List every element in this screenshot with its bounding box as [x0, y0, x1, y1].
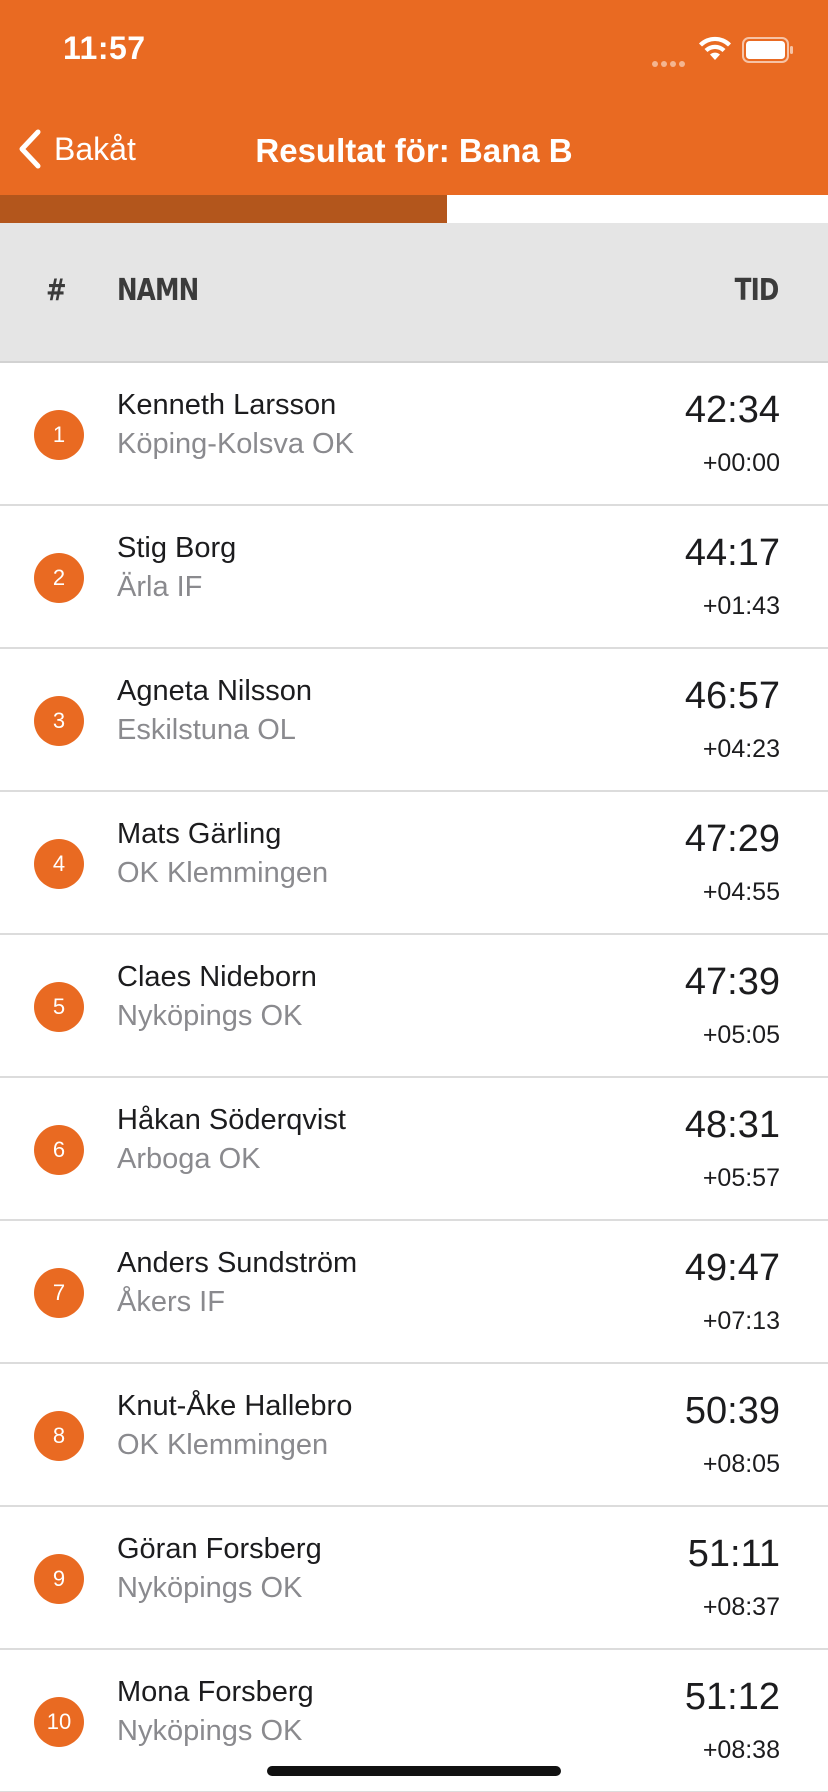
results-list: 1 Kenneth Larsson Köping-Kolsva OK 42:34…	[0, 363, 828, 1792]
table-row[interactable]: 7 Anders Sundström Åkers IF 49:47 +07:13	[0, 1221, 828, 1364]
club-name: OK Klemmingen	[117, 857, 329, 889]
time-behind: +08:37	[702, 1593, 780, 1621]
table-row[interactable]: 1 Kenneth Larsson Köping-Kolsva OK 42:34…	[0, 363, 828, 506]
result-time: 49:47	[684, 1247, 780, 1289]
time-behind: +04:23	[702, 735, 780, 763]
time-behind: +05:05	[702, 1021, 780, 1049]
runner-name: Mona Forsberg	[117, 1676, 314, 1708]
nav-area	[0, 0, 828, 195]
progress-fill	[0, 195, 447, 223]
time-behind: +07:13	[702, 1307, 780, 1335]
runner-name: Anders Sundström	[117, 1247, 358, 1279]
signal-icon	[652, 54, 692, 67]
runner-name: Kenneth Larsson	[117, 389, 337, 421]
table-row[interactable]: 6 Håkan Söderqvist Arboga OK 48:31 +05:5…	[0, 1078, 828, 1221]
status-bar: 11:57	[0, 0, 828, 100]
result-time: 46:57	[684, 675, 780, 717]
rank-badge: 4	[34, 839, 84, 889]
battery-icon	[742, 37, 793, 63]
back-button[interactable]: Bakåt	[14, 124, 136, 174]
result-time: 42:34	[684, 389, 780, 431]
table-row[interactable]: 5 Claes Nideborn Nyköpings OK 47:39 +05:…	[0, 935, 828, 1078]
time-behind: +05:57	[702, 1164, 780, 1192]
back-label: Bakåt	[54, 130, 136, 167]
home-indicator[interactable]	[267, 1766, 561, 1776]
rank-badge: 8	[34, 1411, 84, 1461]
rank-badge: 7	[34, 1268, 84, 1318]
navigation-bar: Bakåt Resultat för: Bana B	[0, 100, 828, 196]
table-row[interactable]: 9 Göran Forsberg Nyköpings OK 51:11 +08:…	[0, 1507, 828, 1650]
time-behind: +04:55	[702, 878, 780, 906]
column-header-time: TID	[735, 273, 780, 308]
club-name: Åkers IF	[117, 1286, 225, 1318]
runner-name: Agneta Nilsson	[117, 675, 313, 707]
result-time: 51:11	[687, 1533, 780, 1575]
rank-badge: 6	[34, 1125, 84, 1175]
runner-name: Håkan Söderqvist	[117, 1104, 346, 1136]
club-name: Nyköpings OK	[117, 1572, 303, 1604]
time-behind: +01:43	[702, 592, 780, 620]
wifi-icon	[699, 36, 731, 60]
runner-name: Göran Forsberg	[117, 1533, 322, 1565]
rank-badge: 5	[34, 982, 84, 1032]
result-time: 51:12	[684, 1676, 780, 1718]
rank-badge: 1	[34, 410, 84, 460]
runner-name: Knut-Åke Hallebro	[117, 1390, 353, 1422]
status-time: 11:57	[63, 30, 146, 66]
runner-name: Stig Borg	[117, 532, 237, 564]
time-behind: +08:05	[702, 1450, 780, 1478]
club-name: Köping-Kolsva OK	[117, 428, 354, 460]
club-name: OK Klemmingen	[117, 1429, 329, 1461]
runner-name: Mats Gärling	[117, 818, 282, 850]
column-header-name: NAMN	[117, 273, 199, 308]
result-time: 44:17	[684, 532, 780, 574]
table-header: # NAMN TID	[0, 223, 828, 363]
result-time: 47:39	[684, 961, 780, 1003]
rank-badge: 3	[34, 696, 84, 746]
table-row[interactable]: 3 Agneta Nilsson Eskilstuna OL 46:57 +04…	[0, 649, 828, 792]
result-time: 48:31	[684, 1104, 780, 1146]
club-name: Nyköpings OK	[117, 1715, 303, 1747]
runner-name: Claes Nideborn	[117, 961, 317, 993]
page-title-text: Resultat för: Bana B	[255, 132, 573, 169]
result-time: 47:29	[684, 818, 780, 860]
club-name: Arboga OK	[117, 1143, 261, 1175]
rank-badge: 9	[34, 1554, 84, 1604]
page-title: Resultat för: Bana B	[0, 132, 828, 170]
club-name: Ärla IF	[117, 571, 203, 603]
time-behind: +08:38	[702, 1736, 780, 1764]
club-name: Eskilstuna OL	[117, 714, 296, 746]
result-time: 50:39	[684, 1390, 780, 1432]
chevron-left-icon	[19, 129, 41, 169]
rank-badge: 2	[34, 553, 84, 603]
column-header-rank: #	[46, 273, 67, 308]
time-behind: +00:00	[702, 449, 780, 477]
club-name: Nyköpings OK	[117, 1000, 303, 1032]
table-row[interactable]: 4 Mats Gärling OK Klemmingen 47:29 +04:5…	[0, 792, 828, 935]
table-row[interactable]: 8 Knut-Åke Hallebro OK Klemmingen 50:39 …	[0, 1364, 828, 1507]
table-row[interactable]: 2 Stig Borg Ärla IF 44:17 +01:43	[0, 506, 828, 649]
rank-badge: 10	[34, 1697, 84, 1747]
